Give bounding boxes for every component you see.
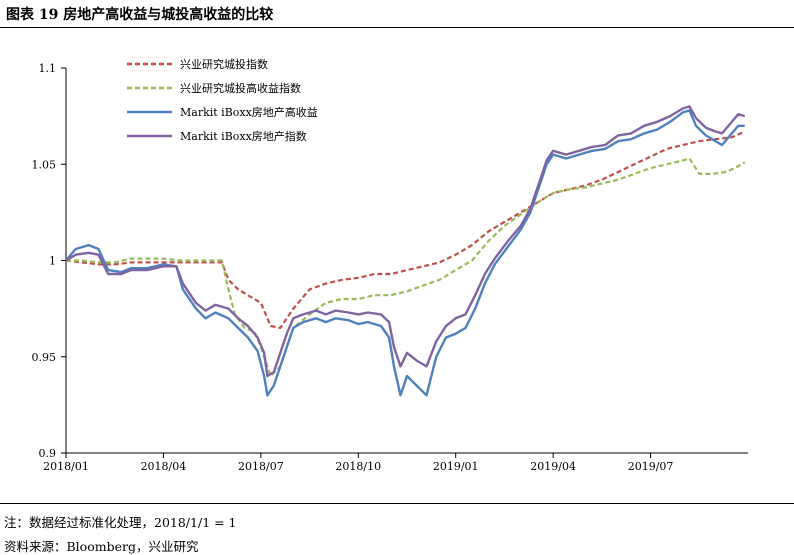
y-tick-label: 1: [49, 255, 56, 268]
figure-title: 图表 19 房地产高收益与城投高收益的比较: [6, 7, 274, 23]
series-line-1: [65, 130, 746, 329]
chart-series: [65, 105, 746, 397]
bottom-rule: [0, 503, 794, 504]
legend-label-3: Markit iBoxx房地产高收益: [180, 105, 318, 119]
legend-label-2: 兴业研究城投高收益指数: [180, 81, 301, 95]
footnote-source: 资料来源：Bloomberg，兴业研究: [4, 539, 199, 554]
x-tick-label: 2018/04: [141, 460, 187, 473]
footnote-note: 注：数据经过标准化处理，2018/1/1 = 1: [4, 515, 237, 530]
y-tick-label: 1.1: [39, 62, 57, 75]
series-line-3: [65, 109, 745, 397]
series-line-4: [65, 105, 746, 378]
legend-label-1: 兴业研究城投指数: [180, 57, 268, 71]
x-tick-label: 2019/07: [628, 460, 674, 473]
x-tick-label: 2018/01: [43, 460, 89, 473]
chart-axes: 0.9 0.95 1 1.05 1.1 2018/01 2018/04 2018/07 2018…: [32, 62, 748, 473]
series-line-2: [66, 157, 746, 378]
top-rule: [0, 27, 794, 28]
line-chart: 0.9 0.95 1 1.05 1.1 2018/01 2018/04 2018/07 2018…: [32, 57, 748, 473]
y-tick-label: 1.05: [32, 158, 57, 171]
x-tick-label: 2018/10: [335, 460, 381, 473]
y-tick-label: 0.95: [32, 351, 57, 364]
x-tick-label: 2018/07: [238, 460, 284, 473]
legend-label-4: Markit iBoxx房地产指数: [180, 129, 307, 143]
y-tick-label: 0.9: [39, 447, 57, 460]
x-tick-label: 2019/04: [530, 460, 576, 473]
x-tick-label: 2019/01: [433, 460, 479, 473]
